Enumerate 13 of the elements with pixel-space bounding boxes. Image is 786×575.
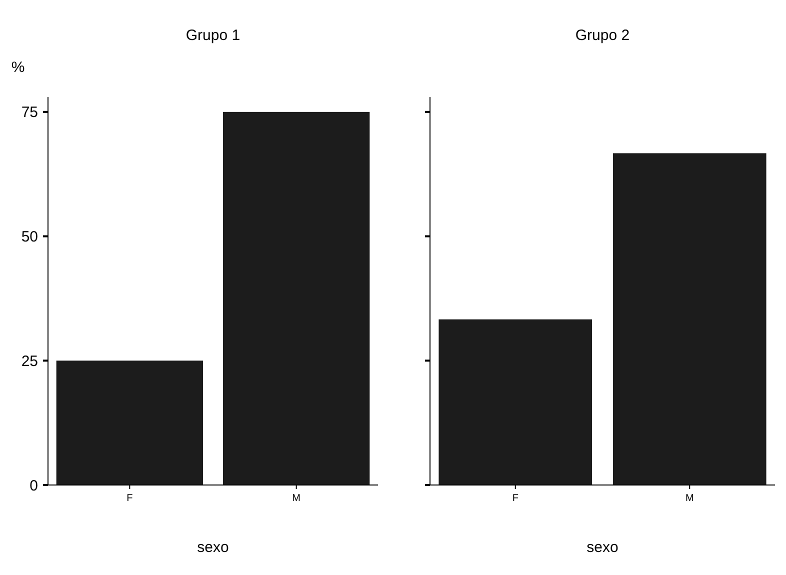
y-tick-label: 75 <box>21 104 38 122</box>
x-tick-label: M <box>685 493 694 504</box>
chart-title: Grupo 1 <box>186 27 240 44</box>
y-axis-title: % <box>11 59 25 76</box>
x-tick-label: F <box>512 493 518 504</box>
x-tick-label: F <box>126 493 133 504</box>
x-axis-title: sexo <box>197 539 229 556</box>
x-tick-label: M <box>292 493 301 504</box>
y-tick-label: 25 <box>21 352 38 370</box>
y-tick-label: 50 <box>21 228 38 246</box>
chart-title: Grupo 2 <box>575 27 630 44</box>
x-axis-title: sexo <box>586 539 618 556</box>
y-tick-label: 0 <box>30 477 38 494</box>
